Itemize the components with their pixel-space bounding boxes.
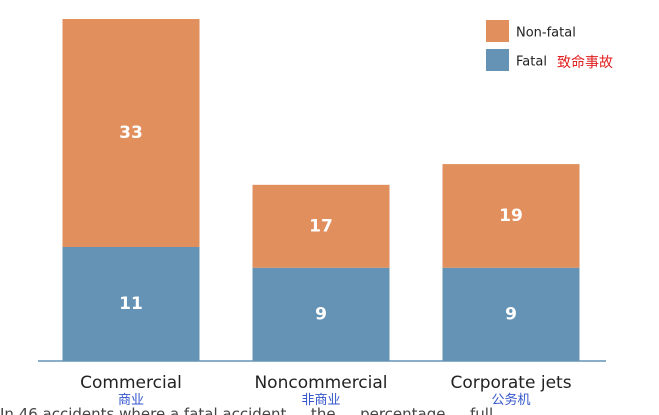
cut-off-body-text: In 46 accidents where a fatal accident …… [0, 405, 494, 415]
data-label-commercial-non-fatal: 33 [119, 123, 143, 143]
data-label-corporate-jets-fatal: 9 [505, 304, 517, 324]
category-label-commercial: Commercial [80, 373, 182, 393]
bar-corporate-jets-non-fatal [442, 164, 580, 268]
bar-noncommercial-non-fatal [252, 184, 390, 268]
data-label-commercial-fatal: 11 [119, 294, 143, 314]
category-sublabel-noncommercial: 非商业 [301, 393, 340, 408]
legend: Non-fatal Fatal 致命事故 [486, 20, 613, 71]
bar-commercial-fatal [62, 247, 200, 361]
legend-swatch-fatal [486, 49, 509, 71]
segment-labels: 11 33 9 17 9 19 [119, 123, 523, 324]
data-label-corporate-jets-non-fatal: 19 [499, 206, 523, 226]
legend-swatch-nonfatal [486, 20, 509, 42]
category-sublabel-commercial: 商业 [118, 393, 144, 408]
category-label-corporate-jets: Corporate jets [450, 373, 571, 393]
legend-label-fatal: Fatal [516, 55, 547, 70]
legend-fatal-note: 致命事故 [557, 54, 613, 71]
category-sublabel-corporate-jets: 公务机 [491, 392, 530, 408]
bar-noncommercial-fatal [252, 267, 390, 361]
bar-corporate-jets-fatal [442, 267, 580, 361]
bar-commercial-non-fatal [62, 19, 200, 247]
bars-group [62, 19, 580, 361]
category-label-noncommercial: Noncommercial [254, 373, 387, 393]
data-label-noncommercial-fatal: 9 [315, 304, 327, 324]
legend-label-nonfatal: Non-fatal [516, 26, 576, 41]
data-label-noncommercial-non-fatal: 17 [309, 216, 333, 236]
